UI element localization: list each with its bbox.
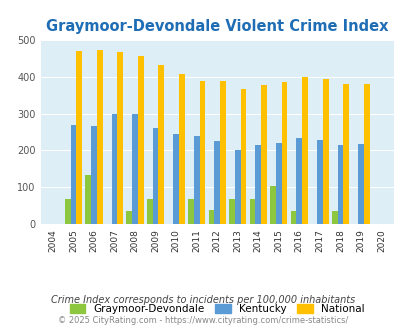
Bar bbox=[240, 89, 246, 224]
Bar bbox=[138, 56, 143, 224]
Bar bbox=[228, 199, 234, 224]
Bar bbox=[281, 82, 287, 224]
Bar bbox=[331, 211, 337, 224]
Legend: Graymoor-Devondale, Kentucky, National: Graymoor-Devondale, Kentucky, National bbox=[65, 300, 368, 318]
Bar bbox=[173, 134, 179, 224]
Bar bbox=[132, 114, 138, 224]
Bar bbox=[220, 81, 225, 224]
Bar bbox=[290, 211, 296, 224]
Bar bbox=[188, 199, 193, 224]
Bar bbox=[147, 199, 152, 224]
Bar bbox=[357, 144, 363, 224]
Bar bbox=[158, 65, 164, 224]
Title: Graymoor-Devondale Violent Crime Index: Graymoor-Devondale Violent Crime Index bbox=[46, 19, 388, 34]
Text: © 2025 CityRating.com - https://www.cityrating.com/crime-statistics/: © 2025 CityRating.com - https://www.city… bbox=[58, 315, 347, 325]
Bar bbox=[76, 51, 82, 224]
Bar bbox=[117, 52, 123, 224]
Bar bbox=[296, 138, 301, 224]
Bar bbox=[343, 83, 348, 224]
Bar bbox=[193, 136, 199, 224]
Bar bbox=[363, 84, 369, 224]
Bar bbox=[249, 199, 255, 224]
Bar bbox=[337, 145, 343, 224]
Bar bbox=[234, 150, 240, 224]
Bar bbox=[85, 175, 91, 224]
Text: Crime Index corresponds to incidents per 100,000 inhabitants: Crime Index corresponds to incidents per… bbox=[51, 295, 354, 305]
Bar bbox=[322, 79, 328, 224]
Bar bbox=[65, 199, 70, 224]
Bar bbox=[214, 141, 220, 224]
Bar bbox=[152, 128, 158, 224]
Bar bbox=[260, 85, 266, 224]
Bar bbox=[91, 126, 97, 224]
Bar bbox=[208, 210, 214, 224]
Bar bbox=[97, 50, 102, 224]
Bar bbox=[126, 211, 132, 224]
Bar bbox=[316, 140, 322, 224]
Bar bbox=[70, 125, 76, 224]
Bar bbox=[301, 77, 307, 224]
Bar bbox=[199, 81, 205, 224]
Bar bbox=[255, 145, 260, 224]
Bar bbox=[179, 74, 184, 224]
Bar bbox=[111, 114, 117, 224]
Bar bbox=[269, 186, 275, 224]
Bar bbox=[275, 143, 281, 224]
